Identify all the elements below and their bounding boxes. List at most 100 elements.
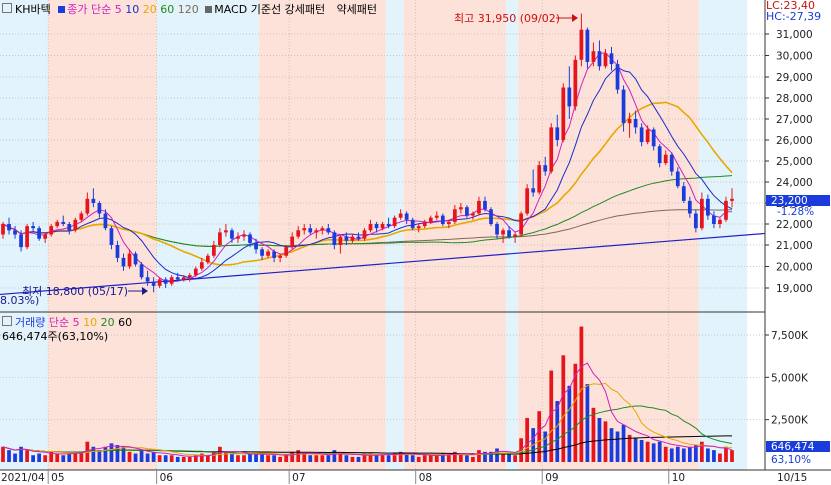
candle-body xyxy=(272,251,276,258)
price-tick-label: 21,000 xyxy=(776,240,813,252)
volume-bar xyxy=(368,453,373,462)
candle-body xyxy=(356,236,361,239)
pattern-band xyxy=(506,0,519,470)
candle-body xyxy=(706,198,710,216)
candle-body xyxy=(67,224,72,231)
candle-body xyxy=(157,279,162,286)
high-arrow-icon xyxy=(572,14,578,22)
volume-bar xyxy=(416,456,421,462)
volume-bar xyxy=(687,446,692,462)
candle-body xyxy=(531,188,536,193)
candle-body xyxy=(687,200,692,214)
volume-bar xyxy=(7,450,11,462)
volume-bar xyxy=(537,411,542,462)
candle-body xyxy=(537,165,542,193)
candle-body xyxy=(416,226,421,229)
current-price-box: 23,200 -1.28% xyxy=(766,195,830,218)
candle-body xyxy=(621,89,626,124)
candle-body xyxy=(452,209,457,222)
volume-ma-label: 단순 xyxy=(48,316,70,329)
pattern-band xyxy=(385,0,404,470)
candle-body xyxy=(465,207,469,216)
price-candles xyxy=(1,13,734,293)
volume-bar xyxy=(585,384,590,462)
volume-bar xyxy=(181,456,186,462)
price-axis: 31,000 30,000 29,000 28,000 27,000 26,000 25,0… xyxy=(765,29,813,295)
volume-bar xyxy=(483,451,487,462)
volume-bar xyxy=(290,451,295,462)
volume-bar xyxy=(675,446,680,462)
volume-bar xyxy=(61,455,66,462)
volume-bar xyxy=(730,450,734,462)
candle-body xyxy=(338,236,343,245)
volume-bar xyxy=(712,450,716,462)
candle-body xyxy=(597,51,602,67)
candle-body xyxy=(193,268,198,276)
candle-body xyxy=(151,281,156,286)
volume-bar xyxy=(525,417,530,462)
volume-bar xyxy=(67,453,72,462)
candle-body xyxy=(266,251,270,256)
candle-body xyxy=(730,198,734,201)
candle-body xyxy=(115,245,120,258)
candle-body xyxy=(199,262,204,269)
volume-bar xyxy=(404,453,409,462)
volume-bar xyxy=(350,456,355,462)
volume-bar xyxy=(169,455,174,462)
candle-body xyxy=(37,228,42,239)
volume-bar xyxy=(163,455,168,462)
volume-bar xyxy=(127,451,132,462)
candle-body xyxy=(392,217,397,227)
date-tick-label: 10 xyxy=(672,472,685,484)
candle-body xyxy=(675,171,680,187)
pattern-bands xyxy=(0,0,748,470)
candle-body xyxy=(248,234,252,243)
pattern-band xyxy=(518,0,699,470)
candle-body xyxy=(205,255,210,263)
candle-body xyxy=(326,228,331,233)
current-price-value: 23,200 xyxy=(771,195,808,207)
volume-bar xyxy=(175,456,180,462)
volume-bar xyxy=(332,450,337,462)
volume-bar xyxy=(1,446,5,462)
candle-body xyxy=(296,230,301,237)
volume-bar xyxy=(91,446,96,462)
volume-bar xyxy=(296,450,301,462)
candle-body xyxy=(627,119,632,124)
volume-bar xyxy=(193,455,198,462)
date-axis: 2021/04 05 06 07 08 09 10 10/15 xyxy=(1,470,807,484)
candle-body xyxy=(332,232,337,245)
ma-label: 단순 xyxy=(90,3,112,16)
price-tick-label: 31,000 xyxy=(776,29,813,41)
volume-bar xyxy=(706,448,710,462)
candle-body xyxy=(362,230,367,239)
candle-body xyxy=(314,230,319,233)
candle-body xyxy=(374,224,379,229)
volume-checkbox-icon[interactable] xyxy=(2,316,12,326)
candle-body xyxy=(477,200,481,214)
candle-body xyxy=(410,219,415,229)
candle-body xyxy=(609,53,614,65)
candle-body xyxy=(386,224,391,227)
volume-bar xyxy=(212,451,216,462)
volume-bar xyxy=(489,451,493,462)
chart-checkbox-icon[interactable] xyxy=(2,3,12,13)
volume-bar xyxy=(97,450,102,462)
volume-bar xyxy=(452,451,457,462)
volume-bar xyxy=(199,453,204,462)
volume-bar xyxy=(31,455,35,462)
volume-bar xyxy=(374,455,379,462)
candle-body xyxy=(133,253,138,265)
candle-body xyxy=(519,213,523,235)
volume-bar xyxy=(633,438,638,462)
candle-body xyxy=(555,127,560,140)
candle-body xyxy=(242,234,246,237)
candle-body xyxy=(579,29,584,60)
candle-body xyxy=(669,154,674,172)
candle-body xyxy=(187,275,192,278)
strong-pattern-label: 강세패턴 xyxy=(284,3,326,16)
volume-bar xyxy=(43,455,48,462)
candle-body xyxy=(663,154,668,164)
volume-bar xyxy=(639,439,644,462)
